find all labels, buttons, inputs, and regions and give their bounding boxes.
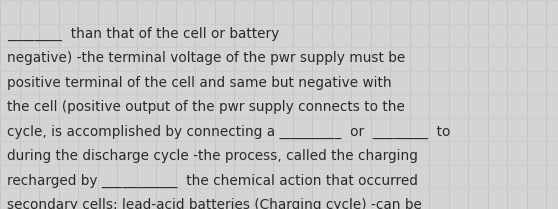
Text: recharged by ___________  the chemical action that occurred: recharged by ___________ the chemical ac… [7, 173, 418, 188]
Text: negative) -the terminal voltage of the pwr supply must be: negative) -the terminal voltage of the p… [7, 51, 405, 65]
Text: secondary cells: lead-acid batteries (Charging cycle) -can be: secondary cells: lead-acid batteries (Ch… [7, 198, 422, 209]
Text: ________  than that of the cell or battery: ________ than that of the cell or batter… [7, 27, 279, 41]
Text: during the discharge cycle -the process, called the charging: during the discharge cycle -the process,… [7, 149, 418, 163]
Text: positive terminal of the cell and same but negative with: positive terminal of the cell and same b… [7, 75, 392, 89]
Text: cycle, is accomplished by connecting a _________  or  ________  to: cycle, is accomplished by connecting a _… [7, 125, 450, 139]
Text: the cell (positive output of the pwr supply connects to the: the cell (positive output of the pwr sup… [7, 100, 405, 114]
